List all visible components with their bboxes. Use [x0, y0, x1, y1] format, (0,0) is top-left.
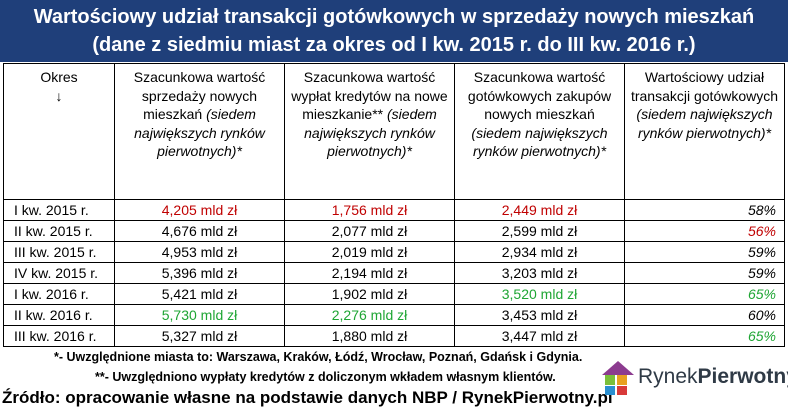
table-row: III kw. 2016 r. 5,327 mld zł 1,880 mld z… — [3, 325, 785, 347]
table-header-row: Okres ↓ Szacunkowa wartość sprzedaży now… — [3, 63, 785, 200]
header-cash-purchases: Szacunkowa wartość gotówkowych zakupów n… — [454, 63, 625, 200]
cell-sales: 5,421 mld zł — [114, 283, 285, 305]
cell-period: I kw. 2016 r. — [3, 283, 115, 305]
cell-sales: 5,327 mld zł — [114, 325, 285, 347]
cell-cash: 2,599 mld zł — [454, 220, 625, 242]
brand-logo: RynekPierwotny — [598, 357, 788, 397]
cell-cash: 2,934 mld zł — [454, 241, 625, 263]
cell-cash: 3,203 mld zł — [454, 262, 625, 284]
cell-share: 65% — [624, 325, 785, 347]
logo-text-rynek: Rynek — [638, 365, 698, 388]
footnote-credits: **- Uwzględniono wypłaty kredytów z doli… — [95, 370, 556, 384]
cell-credits: 2,019 mld zł — [284, 241, 455, 263]
table-row: I kw. 2015 r. 4,205 mld zł 1,756 mld zł … — [3, 199, 785, 221]
title-banner: Wartościowy udział transakcji gotówkowyc… — [0, 0, 788, 62]
cell-sales: 4,676 mld zł — [114, 220, 285, 242]
cell-share: 59% — [624, 262, 785, 284]
cell-sales: 5,730 mld zł — [114, 304, 285, 326]
cell-period: II kw. 2016 r. — [3, 304, 115, 326]
table-row: III kw. 2015 r. 4,953 mld zł 2,019 mld z… — [3, 241, 785, 263]
cell-period: IV kw. 2015 r. — [3, 262, 115, 284]
cell-share: 60% — [624, 304, 785, 326]
header-cash-share: Wartościowy udział transakcji gotówkowyc… — [624, 63, 785, 200]
cell-sales: 4,953 mld zł — [114, 241, 285, 263]
cell-credits: 2,194 mld zł — [284, 262, 455, 284]
logo-text-pierwotny: Pierwotny — [697, 365, 788, 388]
house-logo-icon — [602, 361, 634, 395]
cell-cash: 3,520 mld zł — [454, 283, 625, 305]
down-arrow-icon: ↓ — [55, 87, 63, 104]
cell-credits: 1,756 mld zł — [284, 199, 455, 221]
table-row: II kw. 2015 r. 4,676 mld zł 2,077 mld zł… — [3, 220, 785, 242]
cell-share: 56% — [624, 220, 785, 242]
cell-share: 58% — [624, 199, 785, 221]
cell-cash: 3,447 mld zł — [454, 325, 625, 347]
cell-cash: 2,449 mld zł — [454, 199, 625, 221]
cell-share: 65% — [624, 283, 785, 305]
cell-sales: 4,205 mld zł — [114, 199, 285, 221]
source-note: Źródło: opracowanie własne na podstawie … — [2, 388, 613, 407]
cell-period: I kw. 2015 r. — [3, 199, 115, 221]
cell-credits: 2,077 mld zł — [284, 220, 455, 242]
table-row: II kw. 2016 r. 5,730 mld zł 2,276 mld zł… — [3, 304, 785, 326]
table-row: IV kw. 2015 r. 5,396 mld zł 2,194 mld zł… — [3, 262, 785, 284]
cell-period: III kw. 2015 r. — [3, 241, 115, 263]
cell-period: III kw. 2016 r. — [3, 325, 115, 347]
cell-sales: 5,396 mld zł — [114, 262, 285, 284]
cell-credits: 2,276 mld zł — [284, 304, 455, 326]
header-credit-payouts: Szacunkowa wartość wypłat kredytów na no… — [284, 63, 455, 200]
table-row: I kw. 2016 r. 5,421 mld zł 1,902 mld zł … — [3, 283, 785, 305]
cell-share: 59% — [624, 241, 785, 263]
cell-period: II kw. 2015 r. — [3, 220, 115, 242]
header-sales-value: Szacunkowa wartość sprzedaży nowych mies… — [114, 63, 285, 200]
header-period: Okres ↓ — [3, 63, 115, 200]
cell-credits: 1,902 mld zł — [284, 283, 455, 305]
title-line-2: (dane z siedmiu miast za okres od I kw. … — [92, 34, 696, 56]
cell-cash: 3,453 mld zł — [454, 304, 625, 326]
cell-credits: 1,880 mld zł — [284, 325, 455, 347]
data-table: Okres ↓ Szacunkowa wartość sprzedaży now… — [3, 63, 785, 347]
title-line-1: Wartościowy udział transakcji gotówkowyc… — [33, 6, 755, 28]
footnote-cities: *- Uwzględnione miasta to: Warszawa, Kra… — [54, 350, 583, 364]
